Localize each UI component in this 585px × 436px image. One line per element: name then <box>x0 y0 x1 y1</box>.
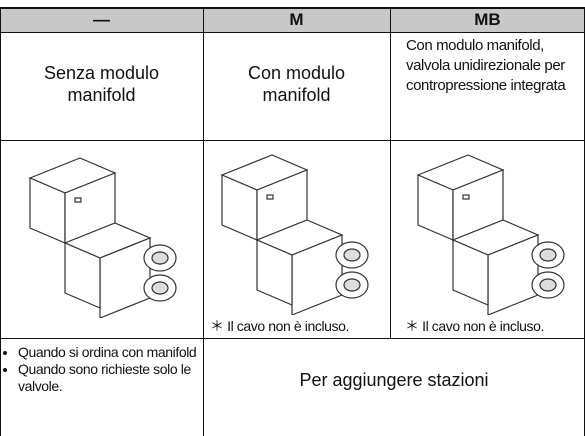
header-cell: MB <box>390 8 585 32</box>
header-cell: M <box>203 8 390 32</box>
rule <box>203 8 204 436</box>
valve-image <box>20 148 190 318</box>
usage-notes: Quando si ordina con manifold Quando son… <box>4 344 200 395</box>
usage-action: Per aggiungere stazioni <box>299 370 489 390</box>
header-cell: — <box>0 8 203 32</box>
description: Con modulo manifold <box>247 63 346 105</box>
rule <box>0 8 1 436</box>
rule <box>0 7 585 9</box>
rule <box>390 8 391 338</box>
rule <box>0 140 585 141</box>
valve-image <box>212 145 382 315</box>
usage-note: Quando sono richieste solo le valvole. <box>18 361 200 395</box>
image-note: ＊ Il cavo non è incluso. <box>210 318 350 334</box>
valve-image <box>408 145 578 315</box>
description: Con modulo manifold, valvola unidirezion… <box>406 37 566 94</box>
rule <box>0 338 585 339</box>
usage-note: Quando si ordina con manifold <box>18 344 200 361</box>
rule <box>0 32 585 33</box>
description: Senza modulo manifold <box>43 63 160 105</box>
image-note: ＊ Il cavo non è incluso. <box>405 318 545 334</box>
